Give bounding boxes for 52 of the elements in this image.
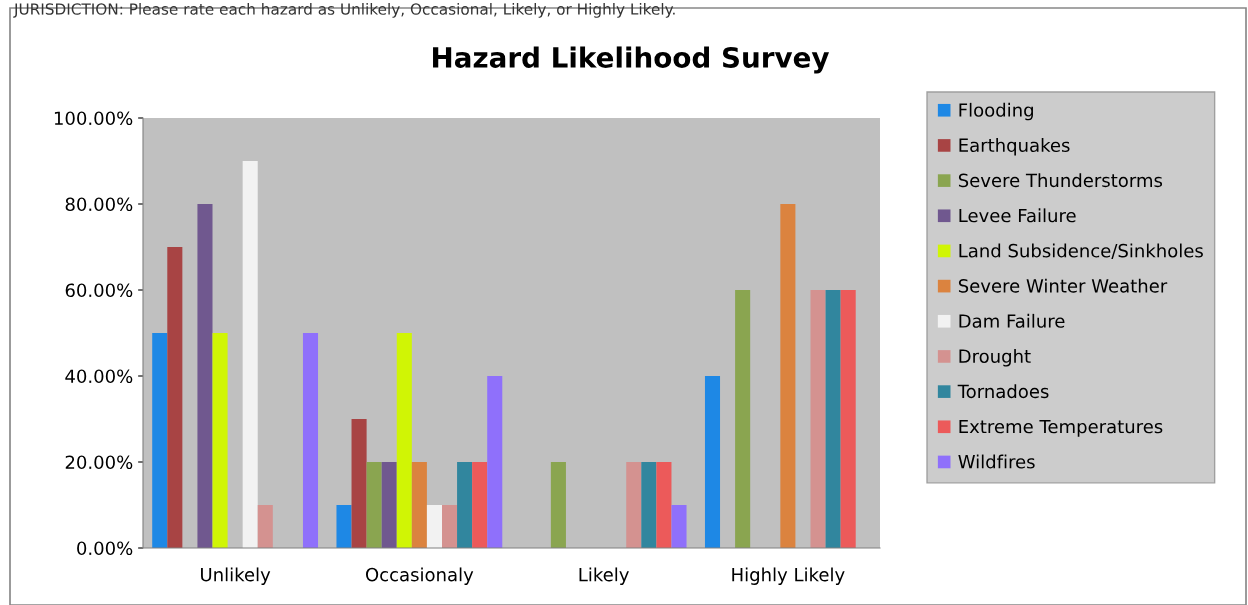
legend-label: Extreme Temperatures — [959, 419, 1163, 437]
bar — [396, 333, 412, 548]
legend-label: Drought — [959, 349, 1031, 367]
bar — [152, 333, 168, 548]
bar — [411, 462, 427, 548]
bar — [735, 290, 751, 548]
bar — [825, 290, 841, 548]
bar — [336, 505, 352, 548]
bar — [840, 290, 856, 548]
x-tick-label: Likely — [579, 567, 629, 585]
text: JURISDICTION: Please rate each hazard as Unlikely, Occasional, Likely, or Highly Likely. — [13, 3, 675, 18]
bar — [366, 462, 382, 548]
bar — [641, 462, 657, 548]
legend-label: Levee Failure — [959, 208, 1076, 223]
legend-label: Wildfires — [958, 454, 1035, 469]
bar — [381, 462, 397, 548]
bar — [302, 333, 319, 548]
y-tick-label: 60.00% — [65, 283, 133, 298]
bar — [441, 505, 458, 548]
legend-label: Tornadoes — [957, 384, 1049, 399]
bar — [671, 505, 687, 548]
x-tick-label: Highly Likely — [732, 567, 845, 585]
y-tick-label: 0.00% — [77, 541, 133, 556]
bar — [351, 419, 367, 548]
bar — [550, 462, 566, 548]
bar — [626, 462, 642, 548]
y-tick-label: 40.00% — [65, 369, 133, 384]
y-tick-label: 100.00% — [54, 111, 133, 126]
bar — [487, 376, 503, 548]
bar — [242, 161, 258, 548]
bar — [472, 462, 488, 548]
legend-label: Severe Thunderstorms — [958, 173, 1163, 188]
bar — [212, 333, 228, 548]
y-tick-label: 20.00% — [65, 455, 133, 470]
bar — [257, 505, 273, 548]
bar — [704, 376, 721, 548]
bar — [426, 505, 442, 548]
legend-label: Flooding — [959, 102, 1033, 121]
bar — [780, 204, 796, 548]
y-tick-label: 80.00% — [65, 197, 133, 212]
legend-label: Dam Failure — [959, 313, 1065, 328]
x-tick-label: Unlikely — [201, 567, 271, 585]
legend-label: Severe Winter Weather — [958, 278, 1168, 293]
legend-label: Land Subsidence/Sinkholes — [959, 243, 1203, 259]
chart-title: Hazard Likelihood Survey — [433, 46, 830, 74]
bar — [810, 290, 826, 548]
bar — [197, 204, 213, 548]
bar — [656, 462, 672, 548]
bar — [457, 462, 473, 548]
legend-label: Earthquakes — [959, 138, 1070, 156]
x-tick-label: Occasionaly — [365, 567, 474, 585]
bar — [167, 247, 183, 548]
